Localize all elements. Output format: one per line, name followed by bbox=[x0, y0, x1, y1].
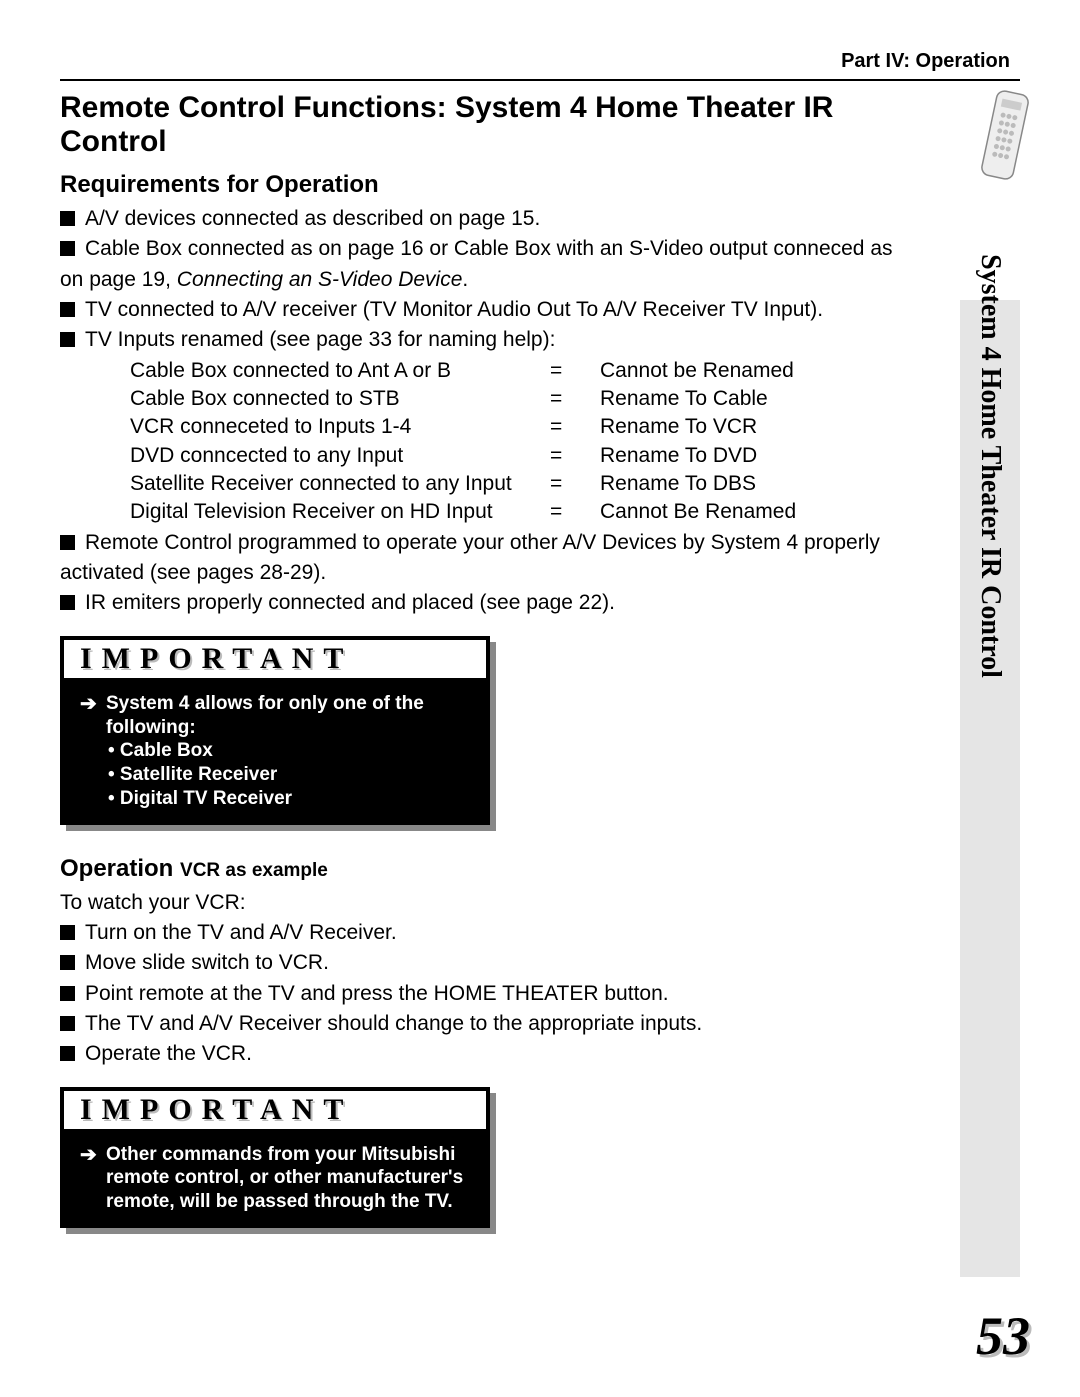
important-lead: System 4 allows for only one of the foll… bbox=[106, 692, 476, 740]
square-bullet-icon bbox=[60, 595, 75, 610]
operation-step: Operate the VCR. bbox=[60, 1040, 930, 1068]
rename-eq: = bbox=[550, 442, 600, 470]
important-header: IMPORTANT bbox=[60, 1087, 490, 1133]
operation-step-text: Operate the VCR. bbox=[85, 1040, 252, 1068]
rename-eq: = bbox=[550, 385, 600, 413]
part-header: Part IV: Operation bbox=[60, 50, 1020, 73]
operation-intro: To watch your VCR: bbox=[60, 889, 930, 917]
important-bullet: • Cable Box bbox=[108, 739, 476, 763]
operation-heading-sub: VCR as example bbox=[180, 860, 328, 881]
rename-row: Cable Box connected to STB=Rename To Cab… bbox=[130, 385, 930, 413]
operation-heading: Operation VCR as example bbox=[60, 855, 930, 883]
req-text: Remote Control programmed to operate you… bbox=[85, 529, 880, 557]
important-header: IMPORTANT bbox=[60, 636, 490, 682]
req-text: A/V devices connected as described on pa… bbox=[85, 205, 540, 233]
rename-left: DVD conncected to any Input bbox=[130, 442, 550, 470]
rename-right: Rename To Cable bbox=[600, 385, 930, 413]
rename-row: DVD conncected to any Input=Rename To DV… bbox=[130, 442, 930, 470]
req-text: Cable Box connected as on page 16 or Cab… bbox=[85, 235, 893, 263]
req-item-continuation: activated (see pages 28-29). bbox=[60, 559, 930, 587]
req-cont-plain: on page 19, bbox=[60, 268, 177, 291]
rename-right: Rename To DBS bbox=[600, 470, 930, 498]
req-item: Cable Box connected as on page 16 or Cab… bbox=[60, 235, 930, 263]
operation-step: Point remote at the TV and press the HOM… bbox=[60, 980, 930, 1008]
req-text: IR emiters properly connected and placed… bbox=[85, 589, 615, 617]
sidebar-tab: System 4 Home Theater IR Control bbox=[960, 300, 1020, 1277]
req-item: TV connected to A/V receiver (TV Monitor… bbox=[60, 296, 930, 324]
rename-right: Cannot be Renamed bbox=[600, 357, 930, 385]
header-rule bbox=[60, 79, 1020, 81]
req-text: TV connected to A/V receiver (TV Monitor… bbox=[85, 296, 823, 324]
operation-step-text: The TV and A/V Receiver should change to… bbox=[85, 1010, 702, 1038]
req-item: Remote Control programmed to operate you… bbox=[60, 529, 930, 557]
operation-step-text: Turn on the TV and A/V Receiver. bbox=[85, 919, 397, 947]
rename-left: VCR conneceted to Inputs 1-4 bbox=[130, 413, 550, 441]
important-box: IMPORTANT ➔ System 4 allows for only one… bbox=[60, 636, 490, 825]
operation-step-text: Move slide switch to VCR. bbox=[85, 949, 329, 977]
square-bullet-icon bbox=[60, 1016, 75, 1031]
req-text: TV Inputs renamed (see page 33 for namin… bbox=[85, 326, 555, 354]
rename-eq: = bbox=[550, 413, 600, 441]
rename-left: Cable Box connected to Ant A or B bbox=[130, 357, 550, 385]
rename-eq: = bbox=[550, 498, 600, 526]
operation-step: Turn on the TV and A/V Receiver. bbox=[60, 919, 930, 947]
rename-left: Cable Box connected to STB bbox=[130, 385, 550, 413]
square-bullet-icon bbox=[60, 925, 75, 940]
important-bullet: • Satellite Receiver bbox=[108, 763, 476, 787]
square-bullet-icon bbox=[60, 986, 75, 1001]
important-bullet: • Digital TV Receiver bbox=[108, 787, 476, 811]
rename-eq: = bbox=[550, 470, 600, 498]
rename-left: Digital Television Receiver on HD Input bbox=[130, 498, 550, 526]
rename-right: Rename To VCR bbox=[600, 413, 930, 441]
remote-control-icon bbox=[971, 86, 1039, 184]
req-item: IR emiters properly connected and placed… bbox=[60, 589, 930, 617]
operation-step-text: Point remote at the TV and press the HOM… bbox=[85, 980, 669, 1008]
rename-table: Cable Box connected to Ant A or B=Cannot… bbox=[130, 357, 930, 527]
rename-eq: = bbox=[550, 357, 600, 385]
req-item: A/V devices connected as described on pa… bbox=[60, 205, 930, 233]
operation-step: Move slide switch to VCR. bbox=[60, 949, 930, 977]
operation-heading-main: Operation bbox=[60, 855, 180, 882]
rename-row: Satellite Receiver connected to any Inpu… bbox=[130, 470, 930, 498]
req-cont-italic: Connecting an S-Video Device bbox=[177, 268, 463, 291]
req-cont-end: . bbox=[462, 268, 468, 291]
square-bullet-icon bbox=[60, 211, 75, 226]
sidebar-label: System 4 Home Theater IR Control bbox=[974, 166, 1006, 766]
rename-row: Digital Television Receiver on HD Input=… bbox=[130, 498, 930, 526]
rename-right: Cannot Be Renamed bbox=[600, 498, 930, 526]
square-bullet-icon bbox=[60, 302, 75, 317]
requirements-heading: Requirements for Operation bbox=[60, 171, 930, 199]
rename-left: Satellite Receiver connected to any Inpu… bbox=[130, 470, 550, 498]
req-item-continuation: on page 19, Connecting an S-Video Device… bbox=[60, 266, 930, 294]
rename-right: Rename To DVD bbox=[600, 442, 930, 470]
rename-row: VCR conneceted to Inputs 1-4=Rename To V… bbox=[130, 413, 930, 441]
arrow-icon: ➔ bbox=[80, 692, 100, 716]
square-bullet-icon bbox=[60, 955, 75, 970]
square-bullet-icon bbox=[60, 535, 75, 550]
important-box: IMPORTANT ➔ Other commands from your Mit… bbox=[60, 1087, 490, 1228]
page-number: 53 bbox=[976, 1305, 1030, 1367]
req-item: TV Inputs renamed (see page 33 for namin… bbox=[60, 326, 930, 354]
operation-step: The TV and A/V Receiver should change to… bbox=[60, 1010, 930, 1038]
page-title: Remote Control Functions: System 4 Home … bbox=[60, 91, 930, 159]
important-text: Other commands from your Mitsubishi remo… bbox=[106, 1143, 476, 1214]
square-bullet-icon bbox=[60, 332, 75, 347]
rename-row: Cable Box connected to Ant A or B=Cannot… bbox=[130, 357, 930, 385]
square-bullet-icon bbox=[60, 1046, 75, 1061]
arrow-icon: ➔ bbox=[80, 1143, 100, 1167]
square-bullet-icon bbox=[60, 241, 75, 256]
